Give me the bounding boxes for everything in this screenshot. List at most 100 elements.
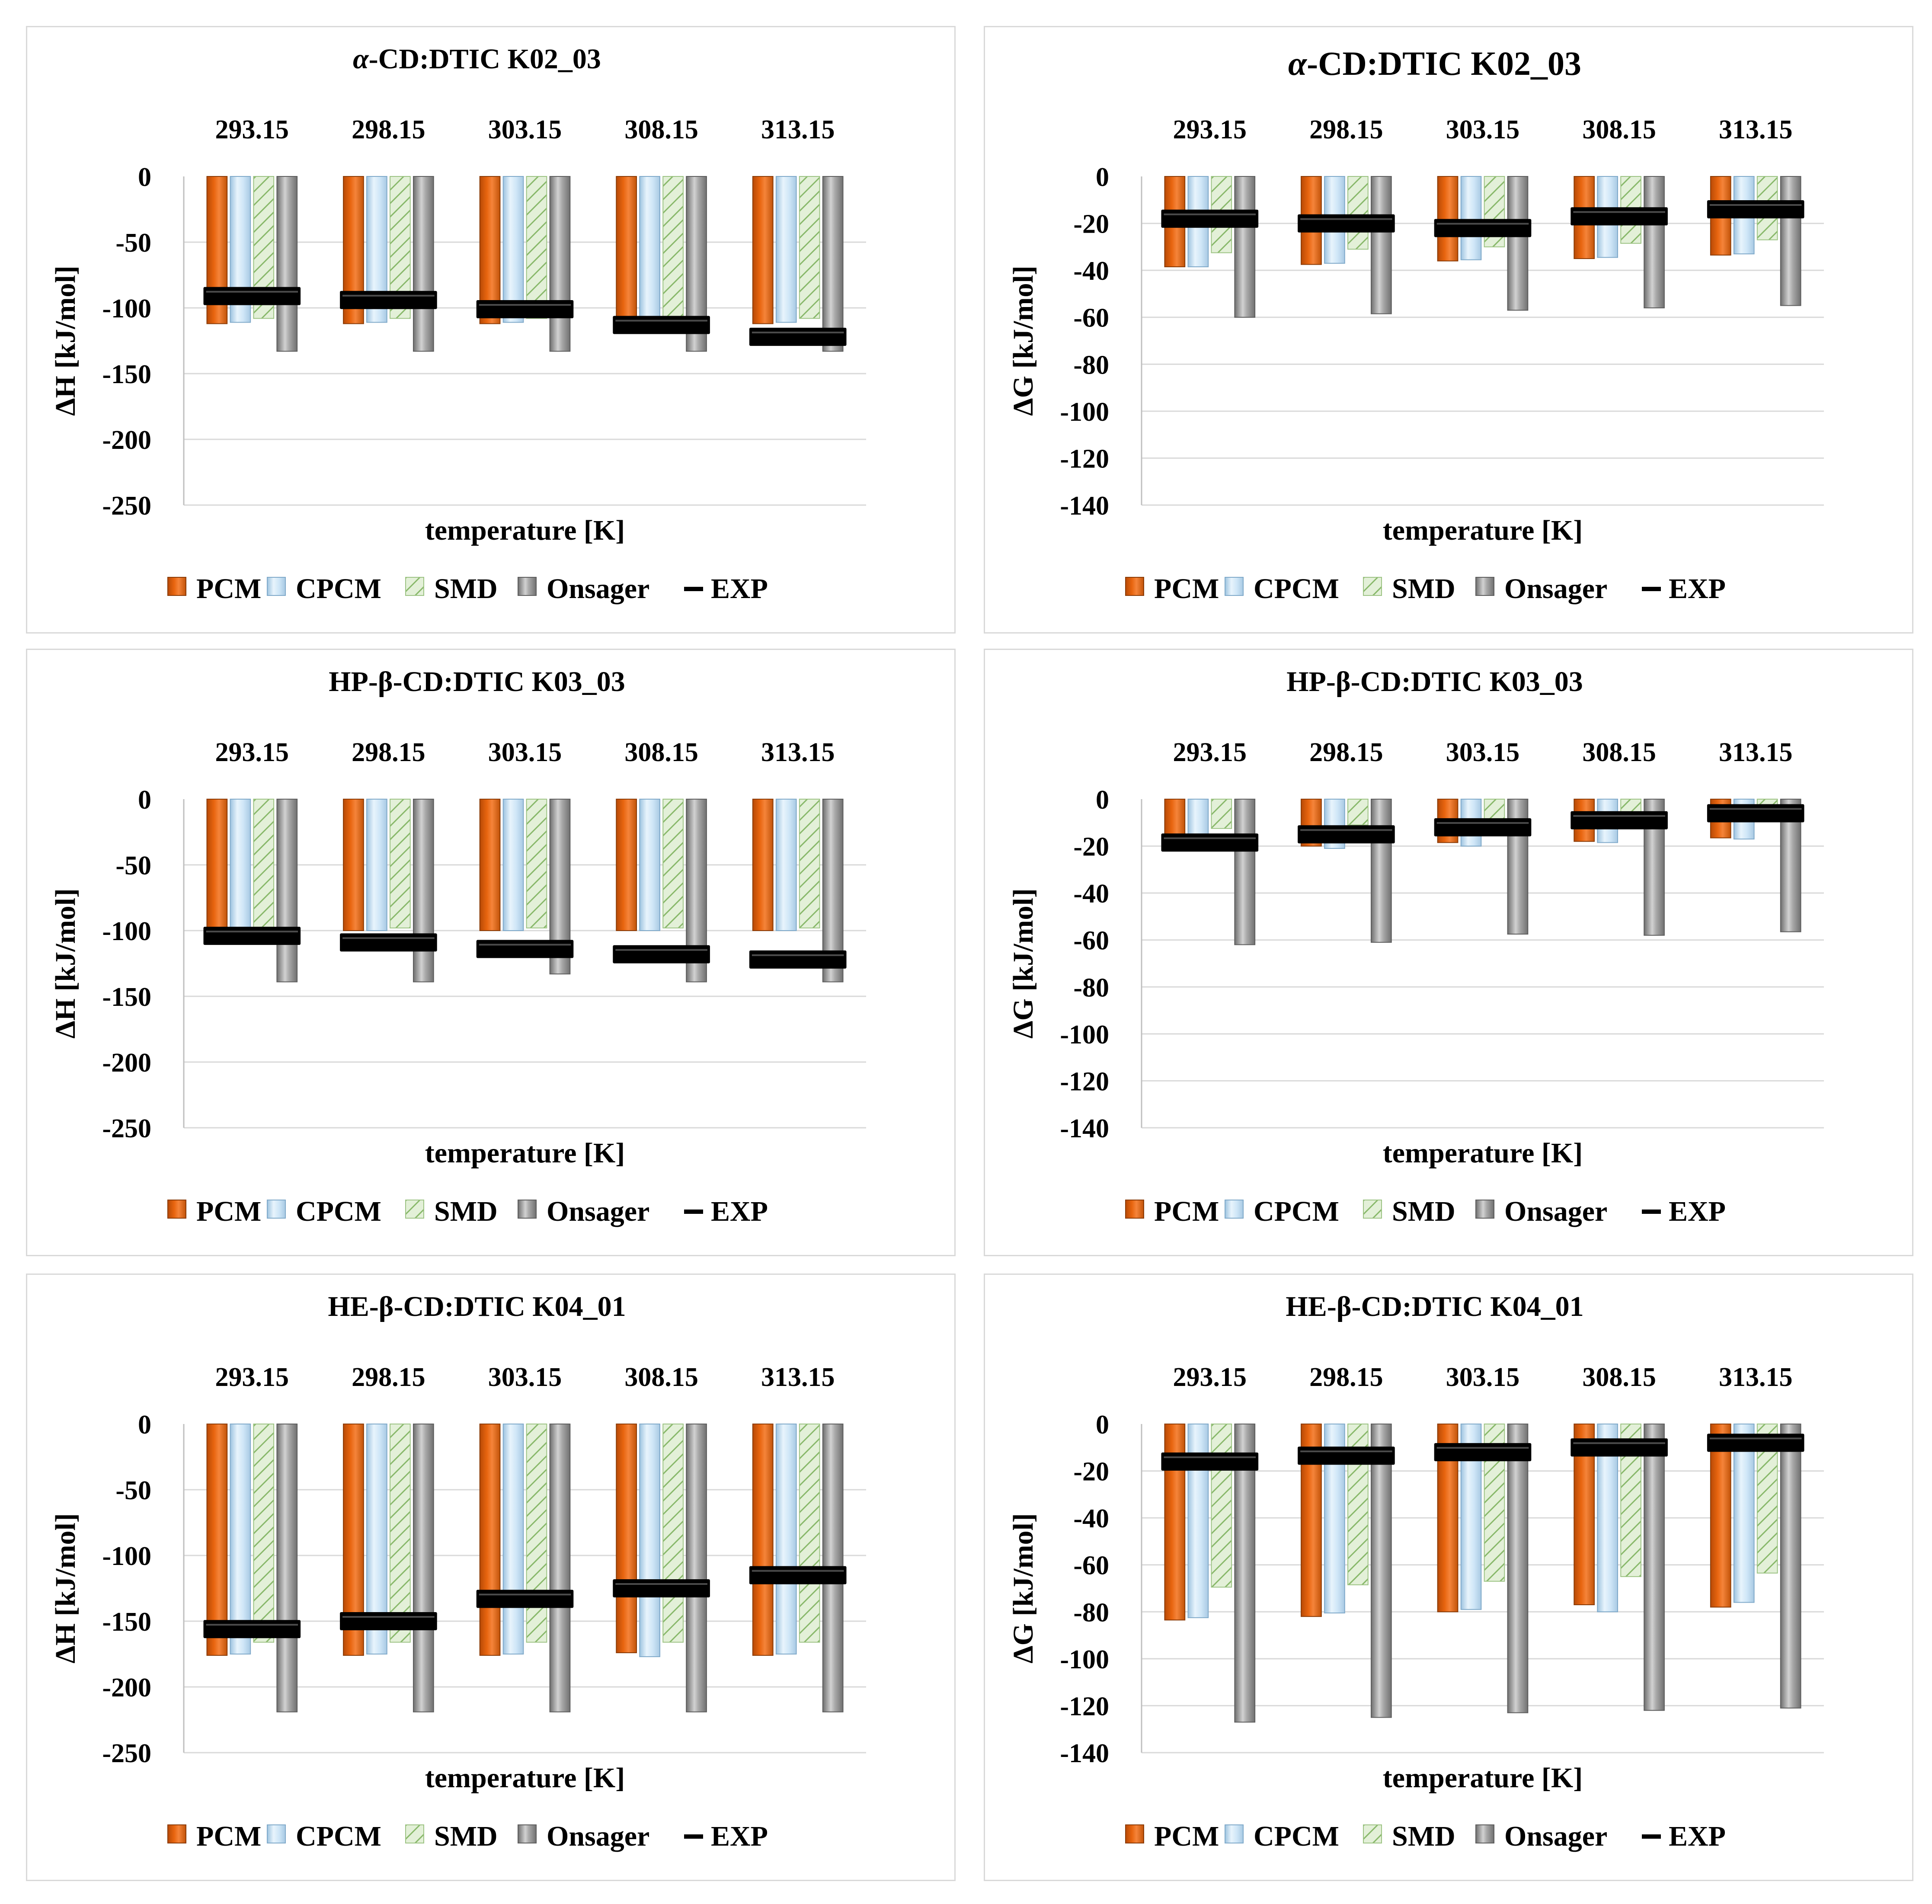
legend-swatch-pcm (167, 577, 186, 596)
y-tick-label: -60 (1073, 926, 1109, 956)
legend-swatch-exp (684, 587, 703, 591)
x-category-label: 293.15 (215, 115, 289, 144)
legend-swatch-pcm (167, 1200, 186, 1219)
x-category-label: 293.15 (1173, 738, 1247, 767)
exp-marker-highlight (615, 320, 707, 322)
y-tick-label: -60 (1073, 304, 1109, 333)
bar-onsager (549, 176, 571, 352)
y-tick-label: -200 (102, 1673, 151, 1702)
y-tick-label: -150 (102, 1607, 151, 1637)
legend-label-cpcm: CPCM (296, 573, 381, 605)
legend-swatch-onsager (1475, 1824, 1494, 1843)
exp-marker (613, 945, 710, 963)
legend-label-pcm: PCM (1154, 1196, 1219, 1227)
x-category-label: 308.15 (624, 115, 698, 144)
exp-marker (203, 1620, 301, 1638)
x-category-label: 293.15 (215, 738, 289, 767)
bar-onsager (1370, 1424, 1392, 1718)
bar-cpcm (502, 799, 524, 931)
exp-marker-highlight (1709, 1437, 1802, 1440)
x-category-label: 313.15 (1719, 738, 1793, 767)
x-axis-title: temperature [K] (1383, 1762, 1583, 1794)
bar-pcm (479, 176, 501, 324)
x-axis-title: temperature [K] (1383, 1137, 1583, 1169)
bar-smd (1347, 176, 1369, 250)
x-category-label: 313.15 (1719, 1363, 1793, 1392)
bar-smd (390, 1424, 411, 1643)
exp-marker (476, 1590, 574, 1608)
bar-cpcm (639, 1424, 660, 1658)
legend-label-smd: SMD (434, 1821, 498, 1852)
exp-marker (749, 1566, 847, 1584)
bar-cpcm (1733, 1424, 1755, 1603)
bar-pcm (752, 1424, 774, 1656)
legend-swatch-pcm (167, 1824, 186, 1843)
legend-swatch-exp (1642, 587, 1661, 591)
exp-marker-highlight (752, 331, 844, 333)
bar-smd (526, 1424, 547, 1643)
bar-smd (526, 799, 547, 928)
y-tick-label: -50 (115, 1476, 151, 1505)
legend-swatch-cpcm (267, 1200, 286, 1219)
exp-marker-highlight (479, 944, 571, 946)
exp-marker (1434, 219, 1532, 237)
bar-smd (662, 799, 684, 928)
chart-title-text: -CD:DTIC K02_03 (1307, 45, 1581, 82)
chart-title: HP-β-CD:DTIC K03_03 (1286, 666, 1583, 698)
exp-marker-highlight (615, 1583, 707, 1585)
exp-marker (1707, 804, 1804, 822)
legend-swatch-cpcm (1225, 1200, 1244, 1219)
exp-marker (340, 1612, 437, 1630)
bar-onsager (413, 176, 434, 352)
x-category-label: 293.15 (215, 1363, 289, 1392)
chart-title-text: HP-β-CD:DTIC K03_03 (1286, 666, 1583, 698)
y-tick-label: -250 (102, 491, 151, 521)
y-axis-title: ΔH [kJ/mol] (50, 266, 81, 416)
exp-marker-highlight (206, 291, 298, 293)
y-tick-label: -80 (1073, 1598, 1109, 1627)
chart-title: α-CD:DTIC K02_03 (353, 43, 601, 75)
exp-marker (613, 316, 710, 334)
exp-marker (1298, 214, 1395, 233)
bar-cpcm (775, 1424, 797, 1654)
y-axis-title: ΔG [kJ/mol] (1008, 1513, 1039, 1664)
legend-swatch-onsager (518, 1200, 537, 1219)
exp-marker-highlight (1164, 837, 1256, 839)
exp-marker-highlight (752, 1570, 844, 1572)
bar-cpcm (639, 799, 660, 931)
chart-title: HP-β-CD:DTIC K03_03 (329, 666, 625, 698)
exp-marker-highlight (1436, 1447, 1529, 1449)
chart-svg-2: α-CD:DTIC K02_03 0 -20 -40 -60 -80 -100 -120 -14… (1008, 45, 1824, 605)
bar-smd (799, 1424, 820, 1643)
bar-onsager (1234, 1424, 1256, 1723)
y-tick-label: -250 (102, 1739, 151, 1768)
exp-marker (1571, 811, 1668, 829)
exp-marker-highlight (615, 949, 707, 951)
exp-marker-highlight (1709, 204, 1802, 206)
chart-title: α-CD:DTIC K02_03 (1288, 45, 1581, 82)
bar-pcm (1437, 176, 1459, 262)
x-category-label: 298.15 (352, 738, 425, 767)
y-axis-title: ΔH [kJ/mol] (50, 888, 81, 1039)
exp-marker-highlight (206, 931, 298, 933)
bar-smd (253, 1424, 275, 1643)
bar-cpcm (230, 1424, 251, 1654)
x-category-label: 293.15 (1173, 115, 1247, 144)
legend-label-onsager: Onsager (1504, 1821, 1607, 1852)
y-tick-label: -150 (102, 360, 151, 389)
legend-swatch-smd (405, 1200, 424, 1219)
legend-swatch-exp (684, 1210, 703, 1214)
chart-panel-5: HE-β-CD:DTIC K04_01 0 -50 -100 -150 -200 -250 2… (26, 1274, 956, 1881)
chart-svg-3: HP-β-CD:DTIC K03_03 0 -50 -100 -150 -200 -250 2… (50, 666, 866, 1227)
exp-marker-highlight (1573, 211, 1665, 213)
bar-smd (253, 799, 275, 928)
exp-marker-highlight (752, 954, 844, 956)
legend-label-smd: SMD (434, 573, 498, 605)
legend-label-exp: EXP (711, 1821, 768, 1852)
y-tick-label: -100 (102, 1542, 151, 1571)
bar-smd (390, 799, 411, 928)
bar-onsager (1780, 1424, 1801, 1709)
bar-onsager (276, 176, 298, 352)
y-tick-label: -120 (1060, 1692, 1109, 1721)
y-axis-title: ΔH [kJ/mol] (50, 1513, 81, 1664)
